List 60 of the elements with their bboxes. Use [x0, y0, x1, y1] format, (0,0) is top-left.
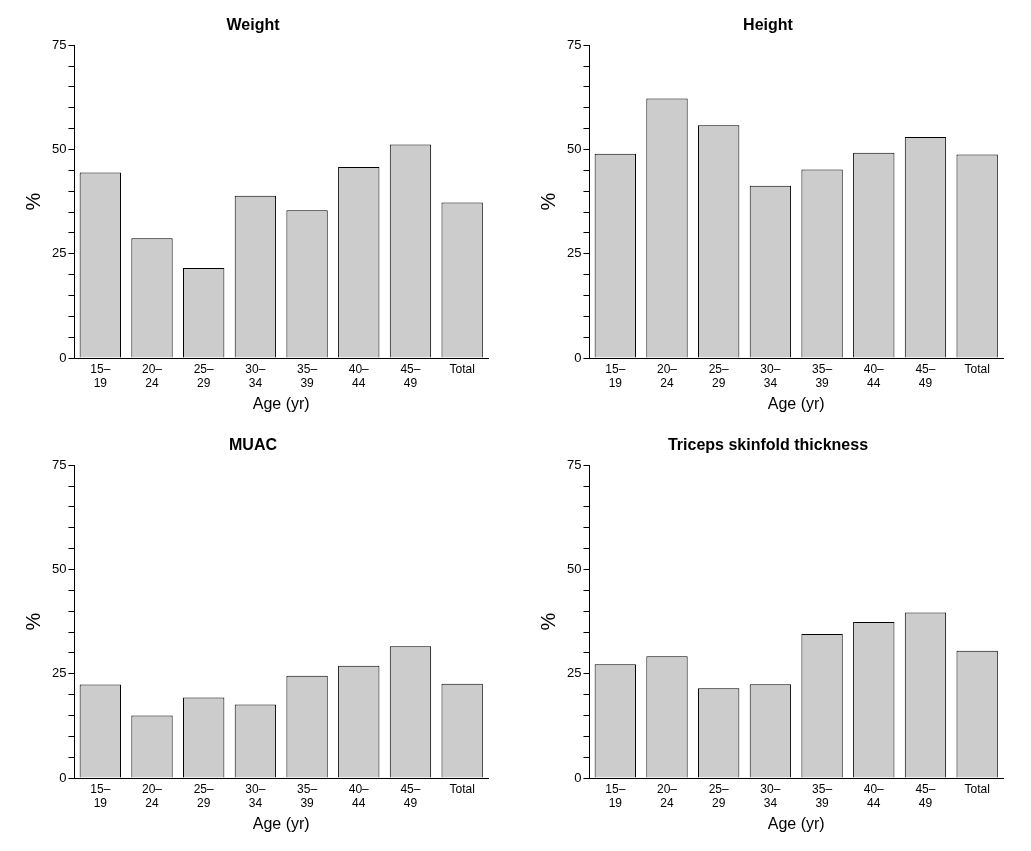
- x-tick-label: Total: [449, 781, 475, 796]
- y-tick-label: 75: [566, 36, 582, 52]
- x-tick-label: 15–19: [90, 781, 111, 810]
- x-tick-label: 25–29: [193, 781, 215, 810]
- y-tick-label: 0: [59, 769, 67, 785]
- x-tick-label: 20–24: [141, 781, 163, 810]
- x-tick-label: 35–39: [297, 781, 318, 810]
- x-tick-label: 35–39: [812, 781, 833, 810]
- y-tick-label: 75: [51, 456, 67, 472]
- y-tick-label: 0: [574, 349, 582, 365]
- x-tick-label: 30–34: [760, 361, 781, 390]
- x-tick-label: 40–44: [348, 781, 370, 810]
- y-tick-label: 25: [51, 245, 67, 261]
- y-axis-title: %: [536, 612, 559, 631]
- x-tick-label: 40–44: [348, 361, 370, 390]
- y-tick-label: 75: [51, 36, 67, 52]
- x-tick-label: 15–19: [605, 781, 626, 810]
- x-tick-label: 40–44: [863, 781, 885, 810]
- x-tick-label: 35–39: [297, 361, 318, 390]
- x-axis-title: Age (yr): [767, 814, 825, 832]
- x-tick-label: 20–24: [656, 781, 678, 810]
- x-tick-label: 25–29: [708, 781, 730, 810]
- y-tick-label: 25: [51, 665, 67, 681]
- x-tick-label: 15–19: [90, 361, 111, 390]
- x-tick-label: 45–49: [400, 781, 421, 810]
- y-axis-title: %: [21, 612, 44, 631]
- y-tick-label: 50: [51, 561, 67, 577]
- x-tick-label: Total: [449, 361, 475, 376]
- chart-title: MUAC: [229, 436, 278, 454]
- x-tick-label: 25–29: [708, 361, 730, 390]
- x-axis-title: Age (yr): [767, 394, 825, 412]
- x-tick-label: Total: [964, 361, 990, 376]
- x-tick-label: 35–39: [812, 361, 833, 390]
- x-tick-label: 30–34: [245, 361, 266, 390]
- chart-title: Height: [743, 16, 794, 34]
- x-tick-label: 30–34: [245, 781, 266, 810]
- y-axis-title: %: [21, 192, 44, 211]
- y-tick-label: 0: [574, 769, 582, 785]
- chart-title: Triceps skinfold thickness: [667, 436, 869, 454]
- y-tick-label: 0: [59, 349, 67, 365]
- y-tick-label: 50: [51, 141, 67, 157]
- x-axis-title: Age (yr): [252, 394, 310, 412]
- x-tick-label: Total: [964, 781, 990, 796]
- chart-title: Weight: [226, 16, 281, 34]
- y-tick-label: 50: [566, 141, 582, 157]
- x-axis-title: Age (yr): [252, 814, 310, 832]
- x-tick-label: 45–49: [915, 361, 936, 390]
- x-tick-label: 45–49: [915, 781, 936, 810]
- y-tick-label: 75: [566, 456, 582, 472]
- y-tick-label: 25: [566, 665, 582, 681]
- x-tick-label: 25–29: [193, 361, 215, 390]
- y-axis-title: %: [536, 192, 559, 211]
- x-tick-label: 30–34: [760, 781, 781, 810]
- x-tick-label: 15–19: [605, 361, 626, 390]
- x-tick-label: 45–49: [400, 361, 421, 390]
- y-tick-label: 50: [566, 561, 582, 577]
- x-tick-label: 20–24: [656, 361, 678, 390]
- x-tick-label: 20–24: [141, 361, 163, 390]
- y-tick-label: 25: [566, 245, 582, 261]
- x-tick-label: 40–44: [863, 361, 885, 390]
